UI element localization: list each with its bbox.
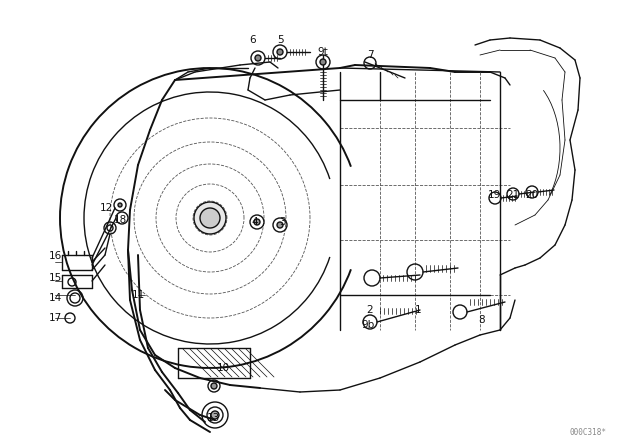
Text: 2: 2 [367, 305, 373, 315]
Text: 17: 17 [49, 313, 61, 323]
Circle shape [194, 202, 226, 234]
Text: 9t: 9t [317, 47, 328, 57]
Text: 11: 11 [131, 290, 145, 300]
Text: 1: 1 [415, 305, 421, 315]
Text: 13: 13 [206, 413, 220, 423]
Circle shape [211, 383, 217, 389]
Text: 16: 16 [49, 251, 61, 261]
Text: 9b: 9b [362, 320, 374, 330]
Text: 12: 12 [99, 203, 113, 213]
Circle shape [277, 222, 283, 228]
Text: 19: 19 [488, 190, 500, 200]
Circle shape [255, 55, 261, 61]
Circle shape [254, 219, 260, 225]
Circle shape [211, 411, 219, 419]
Text: 7: 7 [367, 50, 373, 60]
Text: 14: 14 [49, 293, 61, 303]
Circle shape [118, 203, 122, 207]
Text: 4: 4 [252, 217, 259, 227]
Circle shape [200, 208, 220, 228]
Text: 10: 10 [216, 363, 230, 373]
Circle shape [277, 49, 283, 55]
Text: 15: 15 [49, 273, 61, 283]
Circle shape [320, 59, 326, 65]
Text: 8: 8 [479, 315, 485, 325]
Text: 5: 5 [276, 35, 284, 45]
Text: 18: 18 [113, 215, 127, 225]
Text: 000C318*: 000C318* [570, 427, 607, 436]
Text: 3: 3 [278, 217, 285, 227]
Text: 21: 21 [506, 190, 520, 200]
Text: 20: 20 [525, 190, 539, 200]
Text: 6: 6 [250, 35, 256, 45]
